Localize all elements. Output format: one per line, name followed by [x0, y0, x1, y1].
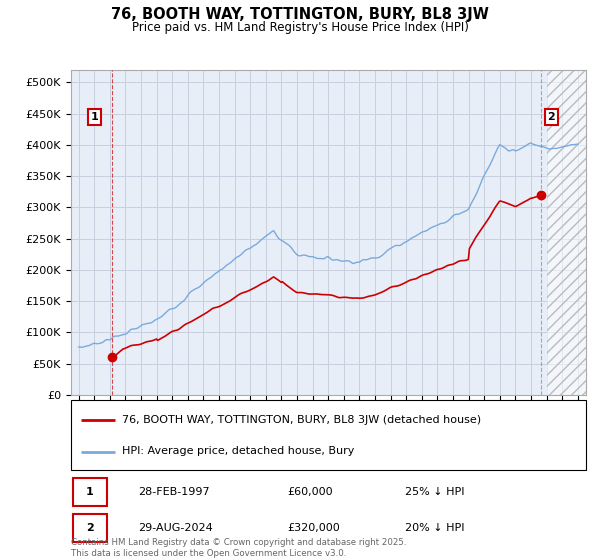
- Text: 2: 2: [547, 112, 555, 122]
- Text: 2: 2: [86, 523, 94, 533]
- FancyBboxPatch shape: [73, 514, 107, 542]
- Text: 1: 1: [91, 112, 98, 122]
- Text: £320,000: £320,000: [287, 523, 340, 533]
- FancyBboxPatch shape: [71, 400, 586, 470]
- FancyBboxPatch shape: [73, 478, 107, 506]
- Text: 28-FEB-1997: 28-FEB-1997: [138, 487, 209, 497]
- Text: 29-AUG-2024: 29-AUG-2024: [138, 523, 212, 533]
- Text: 76, BOOTH WAY, TOTTINGTON, BURY, BL8 3JW (detached house): 76, BOOTH WAY, TOTTINGTON, BURY, BL8 3JW…: [122, 415, 481, 425]
- Text: 1: 1: [86, 487, 94, 497]
- Bar: [547, 70, 586, 395]
- Text: Contains HM Land Registry data © Crown copyright and database right 2025.
This d: Contains HM Land Registry data © Crown c…: [71, 538, 406, 558]
- Text: 20% ↓ HPI: 20% ↓ HPI: [406, 523, 465, 533]
- Text: 76, BOOTH WAY, TOTTINGTON, BURY, BL8 3JW: 76, BOOTH WAY, TOTTINGTON, BURY, BL8 3JW: [111, 7, 489, 22]
- Text: £60,000: £60,000: [287, 487, 332, 497]
- Bar: [547, 70, 586, 395]
- Text: Price paid vs. HM Land Registry's House Price Index (HPI): Price paid vs. HM Land Registry's House …: [131, 21, 469, 34]
- Text: HPI: Average price, detached house, Bury: HPI: Average price, detached house, Bury: [122, 446, 355, 456]
- Text: 25% ↓ HPI: 25% ↓ HPI: [406, 487, 465, 497]
